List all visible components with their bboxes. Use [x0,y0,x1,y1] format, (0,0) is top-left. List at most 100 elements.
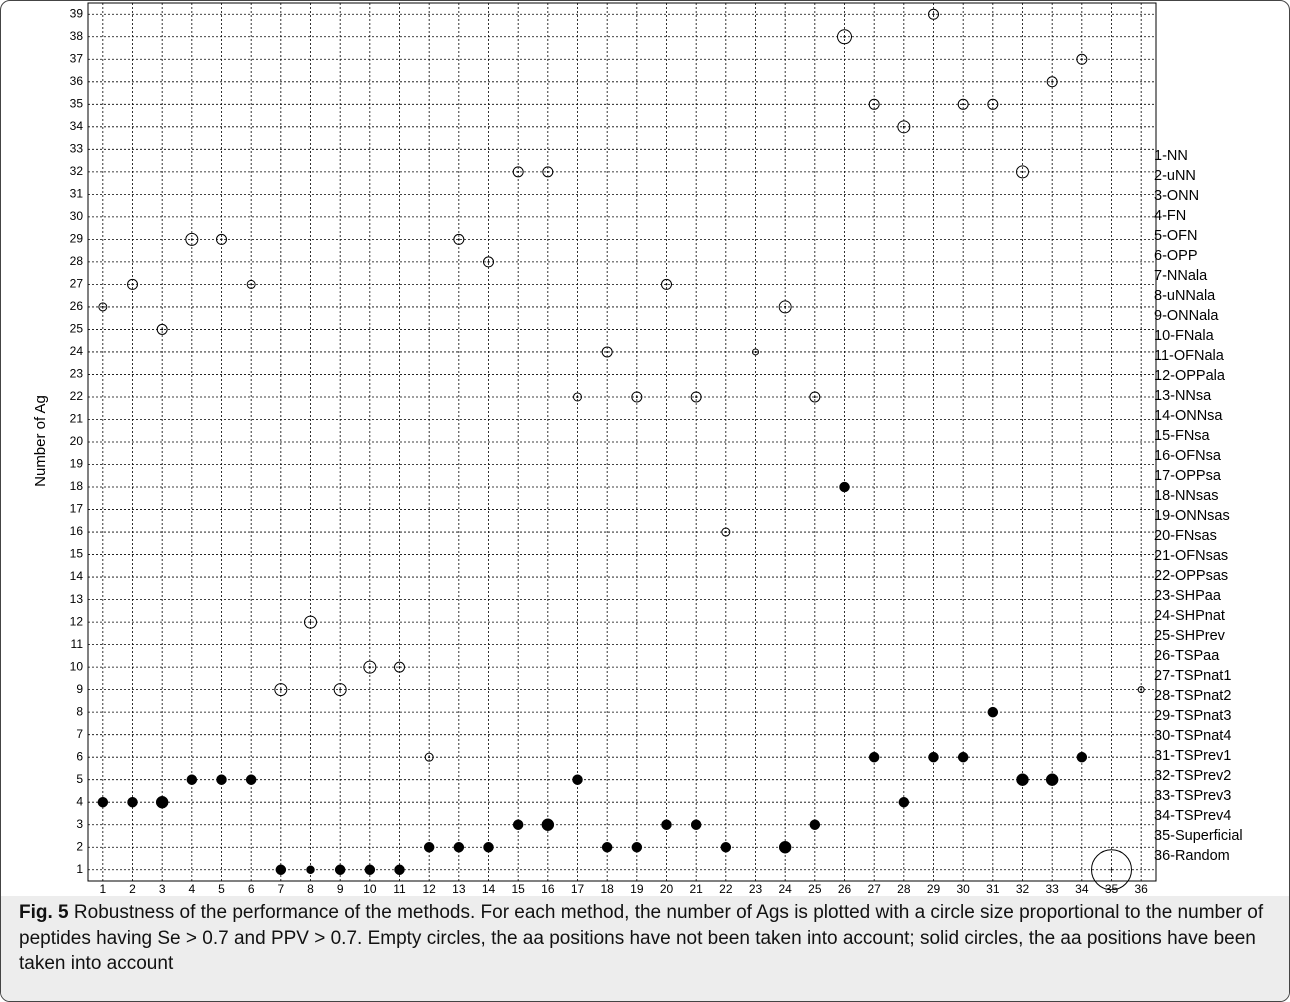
open-circle [1137,686,1145,694]
circle-center [991,103,994,106]
y-tick-label: 27 [70,277,84,291]
caption-label: Fig. 5 [19,902,69,923]
y-tick-label: 37 [70,51,84,65]
x-tick-label: 36 [1134,882,1148,896]
circle-center [309,621,312,624]
plot-frame [87,2,1157,882]
filled-circle [334,864,346,875]
y-tick-label: 13 [70,592,84,606]
y-tick-label: 26 [70,299,84,313]
circle-center [339,688,342,691]
open-circle [127,278,138,290]
filled-circle [778,840,792,854]
method-label: 14-ONNsa [1154,408,1223,424]
open-circle [453,233,465,245]
open-circle [690,391,702,403]
circle-center [784,305,787,308]
circle-center [457,238,460,241]
filled-circle [1076,751,1088,763]
y-axis-label: Number of Ag [32,395,49,487]
y-tick-label: 34 [70,119,84,133]
circle-center [1021,170,1024,173]
filled-circle [572,774,583,785]
circle-center [932,13,935,16]
circle-center [1140,688,1143,691]
method-label: 22-OPPsas [1154,568,1228,584]
filled-circle [127,796,138,808]
method-label: 1-NN [1154,148,1188,164]
y-tick-label: 33 [70,142,84,156]
open-circle [333,683,347,697]
filled-circle [1016,773,1029,786]
filled-circle [216,774,227,785]
method-label: 30-TSPnat4 [1154,728,1231,744]
method-label: 11-OFNala [1154,348,1225,364]
open-circle [868,98,880,110]
y-tick-label: 23 [70,367,84,381]
filled-circle [453,841,465,853]
x-tick-label: 17 [571,882,585,896]
y-tick-label: 16 [70,524,84,538]
y-tick-label: 22 [70,389,84,403]
method-label: 18-NNsas [1154,488,1218,504]
method-label: 26-TSPaa [1154,648,1220,664]
x-tick-label: 19 [630,882,644,896]
y-tick-label: 2 [76,839,83,853]
x-tick-label: 25 [808,882,822,896]
y-tick-label: 15 [70,547,84,561]
y-tick-label: 3 [76,817,83,831]
method-label: 23-SHPaa [1154,588,1222,604]
y-tick-label: 18 [70,479,84,493]
circle-center [428,756,431,759]
open-circle [809,391,821,403]
x-tick-label: 7 [277,882,284,896]
x-tick-label: 30 [956,882,970,896]
x-tick-label: 4 [188,882,195,896]
filled-circle [306,865,315,874]
chart: Number of Ag 123456789101112131415161718… [32,2,1243,896]
x-tick-label: 11 [393,882,406,896]
filled-circle [839,481,850,493]
x-tick-label: 21 [689,882,703,896]
circle-center [724,531,727,534]
open-circle [483,256,494,268]
open-circle [721,527,731,537]
circle-center [813,395,816,398]
circle-center [279,688,282,691]
method-label: 9-ONNala [1154,308,1219,324]
open-circle [957,98,969,110]
open-circle [274,683,288,697]
y-tick-label: 1 [76,862,83,876]
method-label: 17-OPPsa [1154,468,1222,484]
y-tick-label: 4 [76,794,83,808]
circle-center [220,238,223,241]
open-circle [752,348,759,356]
x-tick-label: 15 [511,882,525,896]
open-circle [424,752,434,762]
method-label: 12-OPPala [1154,368,1226,384]
method-label: 35-Superficial [1154,828,1243,844]
open-circle [216,233,227,245]
method-label: 8-uNNala [1154,288,1216,304]
y-tick-label: 19 [70,457,84,471]
x-tick-label: 2 [129,882,136,896]
method-label: 24-SHPnat [1154,608,1225,624]
x-tick-label: 26 [838,882,852,896]
method-label: 2-uNN [1154,168,1196,184]
y-tick-label: 35 [70,96,84,110]
filled-circle [631,841,643,853]
open-circle [897,120,911,134]
circle-center [398,666,401,669]
method-label: 16-OFNsa [1154,448,1222,464]
circle-center [635,395,638,398]
x-tick-label: 5 [218,882,225,896]
circle-center [576,395,579,398]
method-label: 36-Random [1154,848,1230,864]
filled-circle [394,864,405,875]
method-label: 5-OFN [1154,228,1198,244]
method-label: 33-TSPrev3 [1154,788,1231,804]
filled-circle [661,819,672,830]
open-circle [394,661,405,673]
method-label: 34-TSPrev4 [1154,808,1231,824]
open-circle [631,391,643,403]
